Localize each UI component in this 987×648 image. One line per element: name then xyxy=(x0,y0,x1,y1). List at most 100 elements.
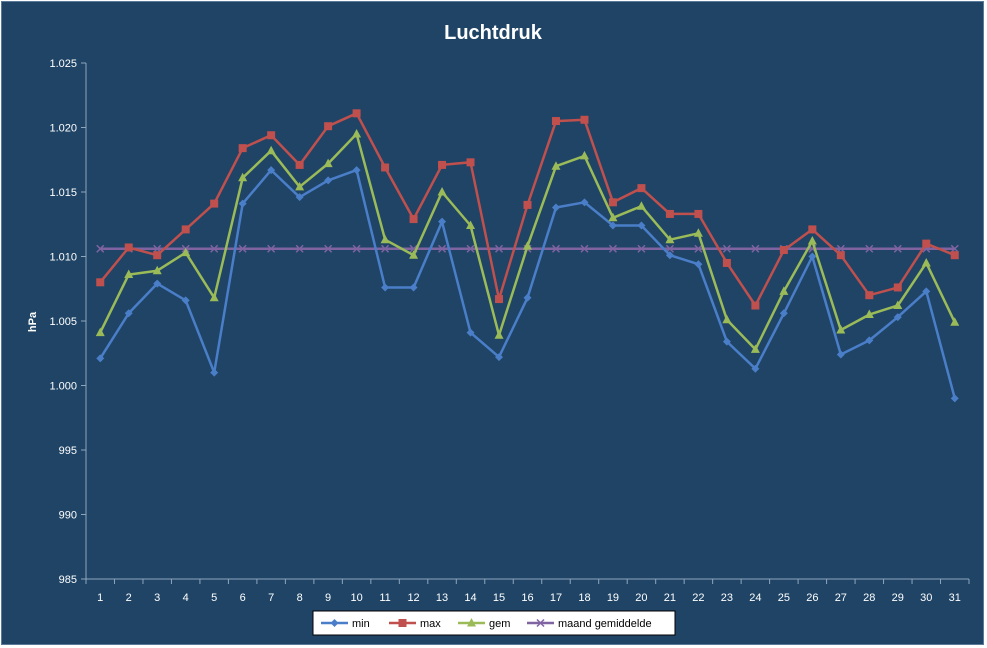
data-point-gem xyxy=(608,212,618,222)
data-point-min xyxy=(922,287,931,296)
data-point-min xyxy=(438,217,447,226)
legend-marker-gem xyxy=(467,618,476,627)
data-point-min xyxy=(779,309,788,318)
data-point-min xyxy=(466,328,475,337)
x-tick-label: 7 xyxy=(268,592,274,604)
legend-label-maand-gemiddelde: maand gemiddelde xyxy=(558,618,652,630)
y-tick-label: 1.015 xyxy=(49,187,77,199)
data-point-gem xyxy=(579,150,589,160)
data-point-gem xyxy=(295,181,305,191)
x-tick-label: 22 xyxy=(692,592,704,604)
data-point-min xyxy=(238,199,247,208)
data-point-max xyxy=(694,209,703,218)
x-tick-label: 2 xyxy=(126,592,132,604)
data-point-max xyxy=(352,109,361,118)
data-point-min xyxy=(637,221,646,230)
data-point-maand-gemiddelde xyxy=(381,244,390,253)
data-point-min xyxy=(295,193,304,202)
data-point-max xyxy=(181,225,190,234)
data-point-gem xyxy=(779,286,789,295)
data-point-gem xyxy=(152,265,162,275)
data-point-max xyxy=(551,117,560,126)
data-point-gem xyxy=(864,309,874,319)
data-point-gem xyxy=(893,300,903,310)
y-tick-label: 985 xyxy=(59,574,77,586)
data-point-max xyxy=(922,239,931,248)
legend-marker-min xyxy=(330,619,339,627)
data-point-maand-gemiddelde xyxy=(637,244,646,253)
data-point-gem xyxy=(665,234,675,244)
data-point-max xyxy=(324,122,333,131)
data-point-gem xyxy=(209,292,219,302)
x-tick-label: 20 xyxy=(635,592,647,604)
data-point-max xyxy=(523,200,532,209)
data-point-max xyxy=(665,209,674,218)
data-point-maand-gemiddelde xyxy=(494,244,504,253)
y-tick-label: 1.000 xyxy=(49,381,77,393)
data-point-maand-gemiddelde xyxy=(722,244,731,253)
legend-marker-maand-gemiddelde xyxy=(536,618,545,628)
data-point-max xyxy=(466,158,475,167)
data-point-min xyxy=(210,368,219,377)
data-point-min xyxy=(836,350,845,359)
data-point-gem xyxy=(807,236,817,245)
x-tick-label: 10 xyxy=(350,592,362,604)
data-point-max xyxy=(438,160,447,169)
data-point-maand-gemiddelde xyxy=(96,244,105,253)
data-point-gem xyxy=(352,128,362,138)
data-point-min xyxy=(865,336,874,345)
x-tick-label: 26 xyxy=(806,592,818,604)
data-point-gem xyxy=(494,330,504,339)
series-max xyxy=(96,109,959,310)
x-tick-label: 8 xyxy=(297,592,303,604)
data-point-maand-gemiddelde xyxy=(438,244,447,253)
x-tick-label: 28 xyxy=(863,592,875,604)
x-tick-label: 18 xyxy=(578,592,590,604)
data-point-maand-gemiddelde xyxy=(295,244,304,253)
x-tick-label: 13 xyxy=(436,592,448,604)
data-point-maand-gemiddelde xyxy=(865,244,874,253)
data-point-gem xyxy=(124,269,134,279)
x-tick-label: 3 xyxy=(154,592,160,604)
data-point-gem xyxy=(95,327,105,337)
legend-label-min: min xyxy=(352,618,370,630)
x-tick-label: 21 xyxy=(664,592,676,604)
data-point-max xyxy=(722,258,731,267)
x-tick-label: 27 xyxy=(835,592,847,604)
data-point-gem xyxy=(836,325,846,334)
data-point-min xyxy=(694,260,703,269)
data-point-maand-gemiddelde xyxy=(267,244,276,253)
y-tick-label: 1.025 xyxy=(49,58,77,70)
y-axis-label: hPa xyxy=(27,311,39,332)
data-point-max xyxy=(267,131,276,140)
series-line-max xyxy=(99,112,956,307)
data-point-max xyxy=(836,251,845,260)
legend-box xyxy=(312,610,676,636)
data-point-min xyxy=(551,203,560,212)
x-tick-label: 12 xyxy=(407,592,419,604)
x-tick-label: 17 xyxy=(550,592,562,604)
data-point-max xyxy=(238,144,247,153)
data-point-gem xyxy=(523,241,532,250)
data-point-gem xyxy=(437,187,447,196)
data-point-maand-gemiddelde xyxy=(893,244,902,253)
data-point-gem xyxy=(181,247,191,257)
data-point-min xyxy=(124,309,133,318)
data-point-max xyxy=(495,295,504,304)
x-tick-label: 30 xyxy=(920,592,932,604)
series-layer xyxy=(95,109,960,403)
data-point-max xyxy=(580,115,589,124)
data-point-gem xyxy=(636,201,646,210)
data-point-gem xyxy=(950,317,960,326)
x-tick-label: 11 xyxy=(379,592,390,604)
data-point-gem xyxy=(551,161,561,170)
data-point-maand-gemiddelde xyxy=(836,244,845,253)
y-tick-label: 990 xyxy=(59,510,77,522)
x-tick-label: 15 xyxy=(493,592,505,604)
data-point-min xyxy=(153,279,162,288)
data-point-min xyxy=(722,337,731,346)
legend-label-max: max xyxy=(420,618,441,630)
series-min xyxy=(96,166,959,403)
data-point-max xyxy=(950,251,959,260)
data-point-min xyxy=(523,293,532,302)
